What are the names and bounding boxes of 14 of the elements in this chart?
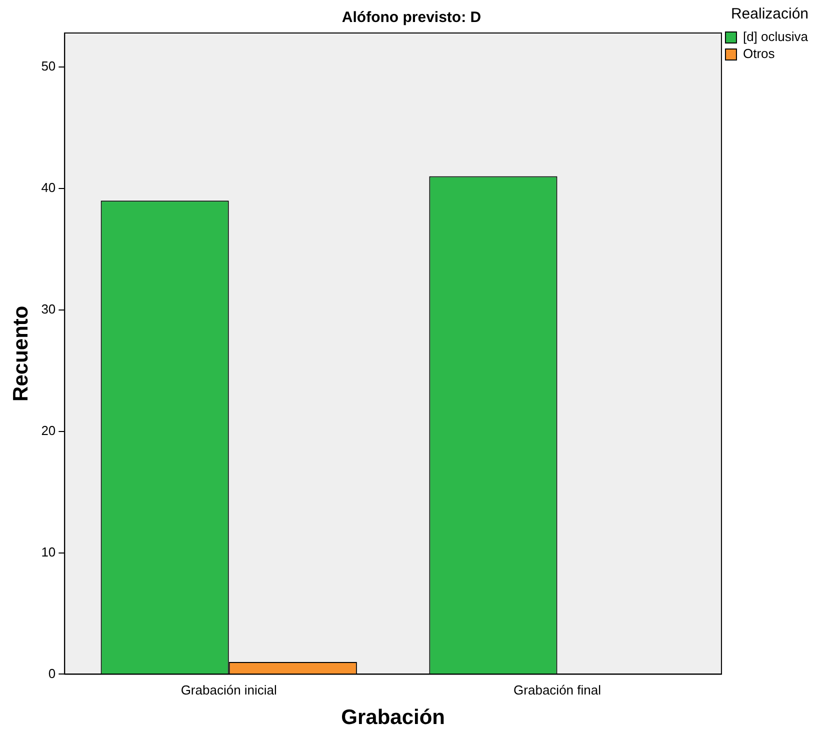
y-tick-label: 30 [41, 301, 56, 316]
y-tick-label: 10 [41, 544, 56, 560]
legend-title: Realización [730, 6, 809, 23]
legend-label: [d] oclusiva [742, 29, 809, 44]
x-axis-title: Grabación [341, 706, 445, 730]
y-tick-label: 0 [48, 666, 56, 681]
chart-title: Alófono previsto: D [342, 9, 482, 26]
y-tick-label: 40 [41, 180, 56, 196]
legend-label: Otros [742, 46, 776, 62]
x-tick-label: Grabación final [514, 682, 602, 698]
x-tick-label: Grabación inicial [180, 682, 278, 698]
y-tick-label: 20 [41, 422, 56, 438]
y-tick-label: 50 [41, 58, 56, 74]
y-axis-title: Recuento [9, 306, 32, 402]
